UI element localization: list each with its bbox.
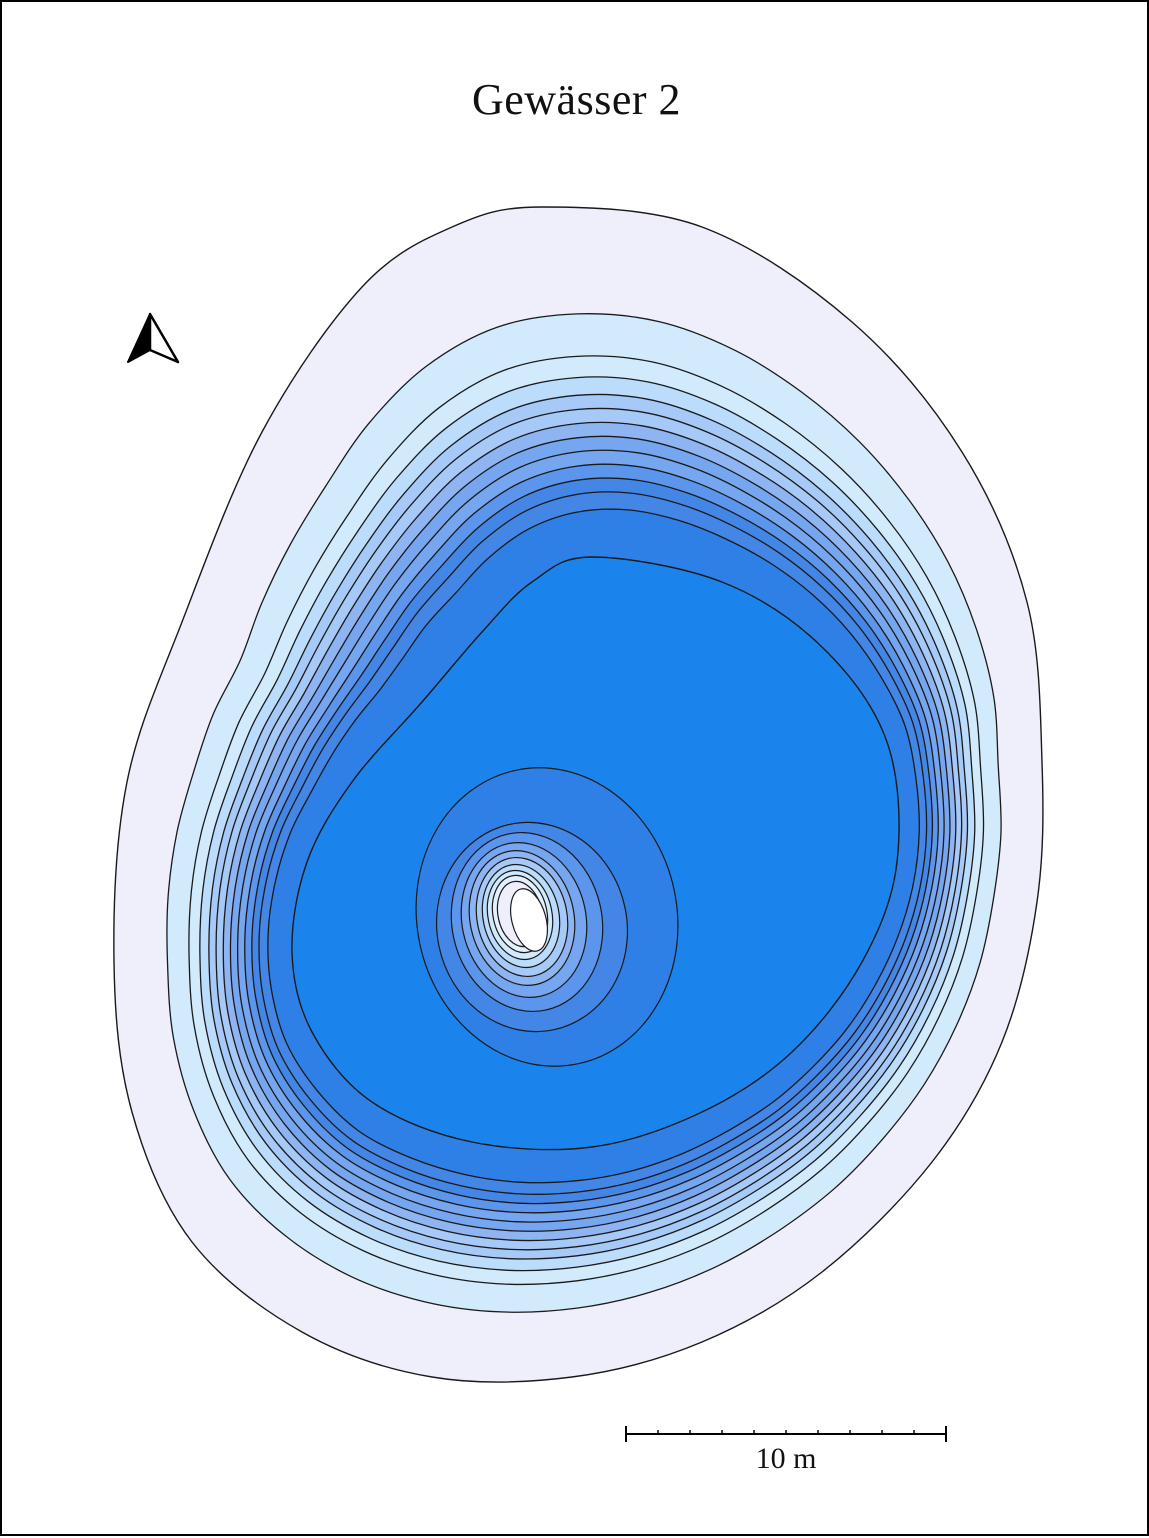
north-arrow-icon [127, 312, 180, 364]
scale-label: 10 m [755, 1442, 817, 1475]
scale-bar [625, 1426, 947, 1442]
depth-contours [113, 206, 1044, 1383]
map-title: Gewässer 2 [471, 75, 682, 124]
island [510, 888, 548, 952]
